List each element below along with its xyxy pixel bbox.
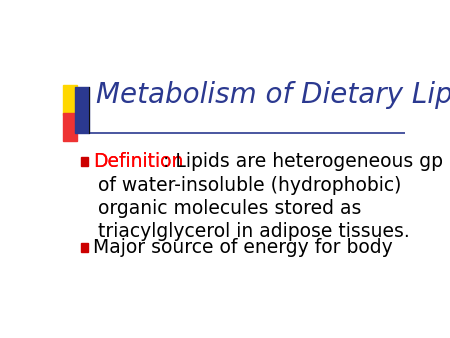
Text: of water-insoluble (hydrophobic): of water-insoluble (hydrophobic) xyxy=(98,175,401,194)
Bar xyxy=(63,85,77,115)
Text: : Lipids are heterogeneous gp: : Lipids are heterogeneous gp xyxy=(163,152,443,171)
Text: Definition: Definition xyxy=(93,152,183,171)
Bar xyxy=(76,88,89,133)
Bar xyxy=(81,157,88,166)
Text: organic molecules stored as: organic molecules stored as xyxy=(98,199,361,218)
Text: Definition: Definition xyxy=(93,152,183,171)
Bar xyxy=(63,114,77,141)
Text: triacylglycerol in adipose tissues.: triacylglycerol in adipose tissues. xyxy=(98,222,410,241)
Bar xyxy=(81,243,88,252)
Text: Metabolism of Dietary Lipids: Metabolism of Dietary Lipids xyxy=(96,81,450,109)
Text: Major source of energy for body: Major source of energy for body xyxy=(93,238,392,257)
